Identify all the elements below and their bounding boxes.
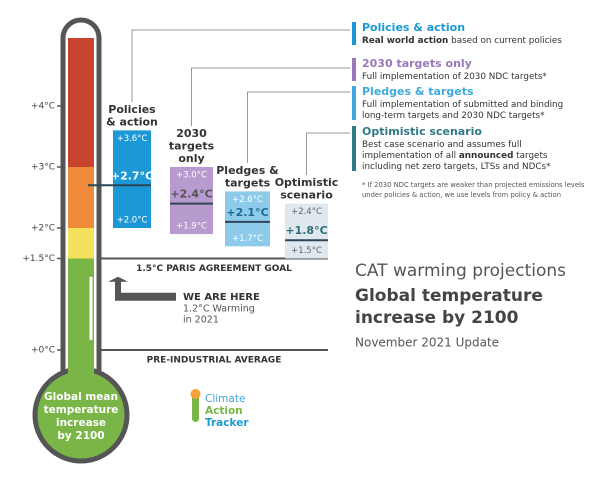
- scenario-heading: targets: [225, 176, 271, 189]
- connector: [247, 91, 350, 163]
- scenario-heading: & action: [106, 115, 158, 128]
- scenario-heading: Policies: [108, 103, 156, 116]
- scenario-high: +3.6°C: [117, 134, 148, 144]
- legend-text: including net zero targets, LTSs and NDC…: [362, 162, 551, 172]
- connector: [191, 67, 350, 126]
- connector: [306, 132, 350, 176]
- reference-label: 1.5°C PARIS AGREEMENT GOAL: [136, 264, 292, 274]
- scenario-bar: [170, 167, 213, 235]
- scenario-high: +2.6°C: [232, 195, 263, 205]
- legend-swatch: [352, 22, 356, 45]
- connector: [131, 29, 350, 102]
- legend-text-part: targets: [513, 151, 548, 161]
- logo-text: Action: [205, 405, 243, 417]
- logo-text: Tracker: [205, 417, 249, 429]
- legend-swatch: [352, 58, 356, 81]
- legend-text: Full implementation of 2030 NDC targets*: [362, 72, 547, 82]
- scenario-bar: [285, 203, 328, 259]
- legend-text: long-term targets and 2030 NDC targets*: [362, 111, 545, 121]
- bulb-label: temperature: [44, 404, 119, 416]
- legend-text-part: based on current policies: [448, 36, 562, 46]
- legend-title: Policies & action: [362, 21, 465, 34]
- we-are-here-note: in 2021: [183, 314, 219, 325]
- legend-text-part: including net zero targets, LTSs and NDC…: [362, 162, 551, 172]
- bulb-label: by 2100: [57, 430, 104, 442]
- logo-icon: [192, 394, 199, 422]
- legend-text: Best case scenario and assumes full: [362, 140, 522, 150]
- scenario-heading: scenario: [280, 189, 333, 202]
- bulb-label: increase: [56, 417, 106, 429]
- legend-text-part: Best case scenario and assumes full: [362, 140, 522, 150]
- scenario-heading: 2030: [176, 127, 207, 140]
- legend-title: Optimistic scenario: [362, 125, 482, 138]
- footnote: under policies & action, we use levels f…: [362, 191, 561, 199]
- scenario-mid-label: +2.1°C: [226, 206, 268, 219]
- legend-title: 2030 targets only: [362, 57, 472, 70]
- tick-label: +3°C: [31, 163, 55, 173]
- legend-text-part: announced: [459, 151, 514, 161]
- scenario-bar: [113, 130, 151, 228]
- we-are-here-note: 1.2°C Warming: [183, 303, 255, 314]
- scenario-heading: targets: [169, 140, 215, 153]
- legend-title: Pledges & targets: [362, 85, 474, 98]
- scenario-low: +1.5°C: [291, 246, 322, 256]
- we-are-here: WE ARE HERE: [183, 292, 260, 303]
- legend-text-part: long-term targets and 2030 NDC targets*: [362, 111, 545, 121]
- title-light: CAT warming projections: [355, 261, 566, 281]
- scenario-heading: Optimistic: [275, 176, 339, 189]
- scenario-high: +2.4°C: [291, 207, 322, 217]
- bulb-label: Global mean: [44, 391, 118, 403]
- legend-text: Full implementation of submitted and bin…: [362, 100, 563, 110]
- footnote: * If 2030 NDC targets are weaker than pr…: [362, 181, 585, 189]
- legend-text-part: Full implementation of submitted and bin…: [362, 100, 563, 110]
- scenario-mid-label: +2.4°C: [170, 188, 212, 201]
- legend-text: implementation of all announced targets: [362, 151, 548, 161]
- scenario-low: +1.9°C: [176, 222, 207, 232]
- tick-label: +0°C: [31, 346, 55, 356]
- title-update: November 2021 Update: [355, 336, 499, 350]
- reference-label: PRE-INDUSTRIAL AVERAGE: [147, 356, 282, 366]
- thermometer-fill: [68, 228, 94, 259]
- thermometer-fill: [68, 38, 94, 167]
- title-bold: Global temperature: [355, 286, 543, 306]
- legend-swatch: [352, 126, 356, 171]
- legend-text-part: Real world action: [362, 36, 448, 46]
- tick-label: +2°C: [31, 224, 55, 234]
- bulb-neck: [68, 360, 94, 380]
- logo-icon-top: [190, 389, 201, 399]
- we-are-here-arrow: [108, 276, 176, 301]
- logo-text: Climate: [205, 393, 245, 405]
- title-bold: increase by 2100: [355, 308, 519, 328]
- scenario-heading: Pledges &: [216, 164, 279, 177]
- legend-text-part: implementation of all: [362, 151, 459, 161]
- scenario-mid-label: +1.8°C: [285, 224, 327, 237]
- scenario-low: +2.0°C: [117, 216, 148, 226]
- scenario-high: +3.0°C: [176, 171, 207, 181]
- legend-text: Real world action based on current polic…: [362, 36, 562, 46]
- legend-text-part: Full implementation of 2030 NDC targets*: [362, 72, 547, 82]
- legend-swatch: [352, 86, 356, 120]
- scenario-heading: only: [178, 152, 204, 165]
- scenario-bar: [225, 191, 270, 247]
- tick-label: +4°C: [31, 102, 55, 112]
- scenario-mid-label: +2.7°C: [111, 169, 153, 182]
- tick-label: +1.5°C: [22, 254, 55, 264]
- scenario-low: +1.7°C: [232, 234, 263, 244]
- thermometer-fill: [68, 167, 94, 228]
